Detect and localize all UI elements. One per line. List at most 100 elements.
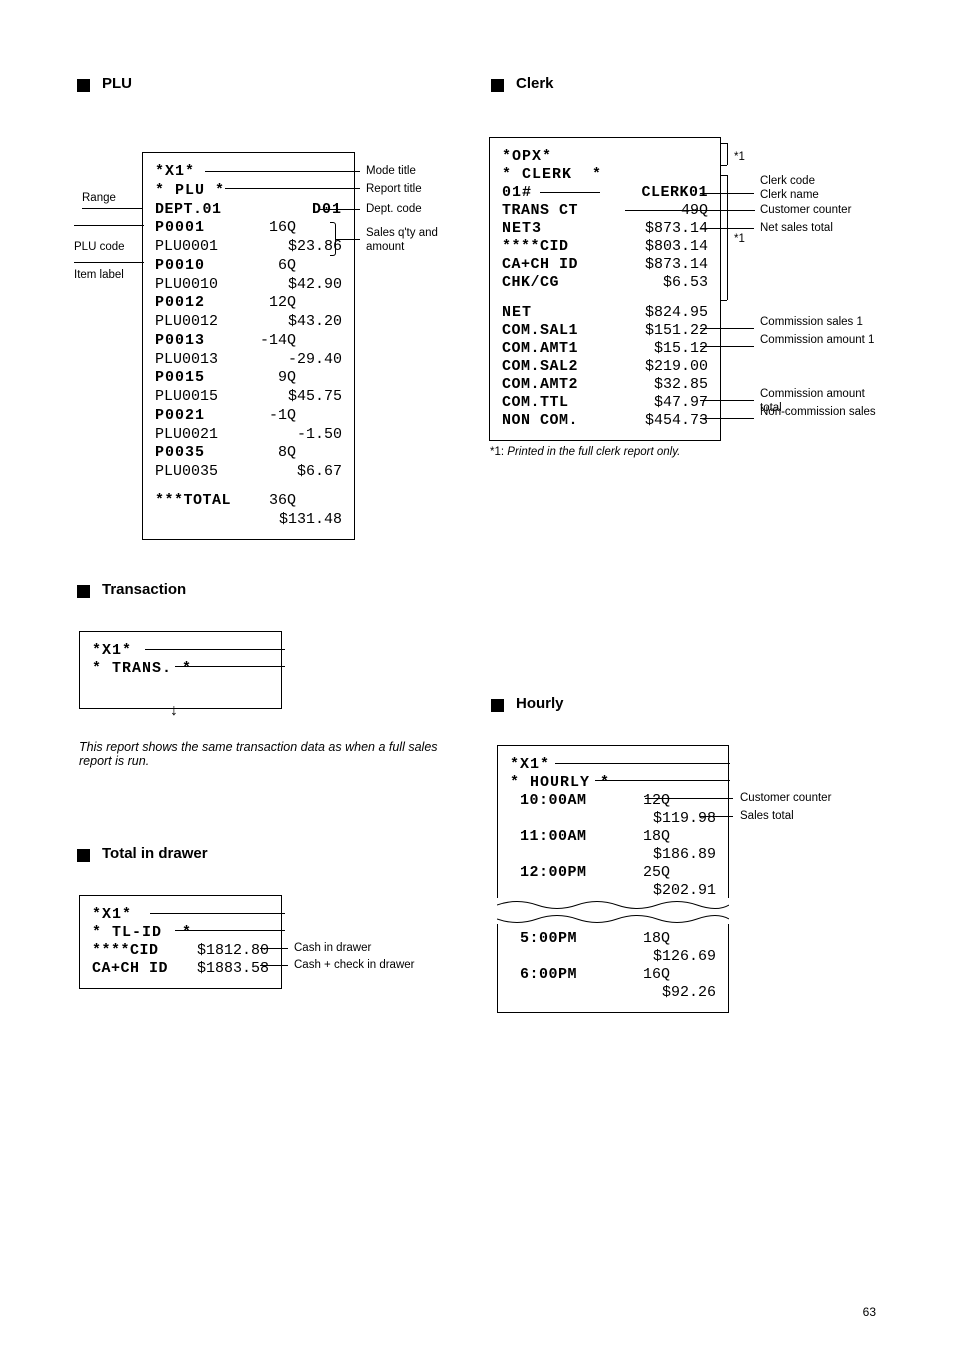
- hourly-amt: $119.98: [653, 810, 716, 828]
- callout-sales-total: Sales total: [740, 809, 794, 823]
- hourly-time: 10:00AM: [510, 792, 587, 810]
- plu-total-amt: $131.48: [279, 511, 342, 530]
- section-marker-clerk: [491, 76, 510, 93]
- section-title-plu: PLU: [102, 75, 132, 92]
- tlid-mode: *X1*: [92, 906, 132, 924]
- clerk-row-label: NET: [502, 304, 532, 322]
- hourly-mode: *X1*: [510, 756, 550, 774]
- clerk-row-value: $454.73: [645, 412, 708, 430]
- plu-total-label: ***TOTAL: [155, 492, 231, 511]
- receipt-hourly-bottom: 5:00PM18Q$126.696:00PM16Q$92.26: [497, 924, 729, 1013]
- plu-amt: $43.20: [288, 313, 342, 332]
- tlid-row-label: CA+CH ID: [92, 960, 168, 978]
- clerk-footnote: *1: Printed in the full clerk report onl…: [490, 445, 680, 459]
- clerk-row-value: $32.85: [654, 376, 708, 394]
- plu-name: PLU0010: [155, 276, 218, 295]
- plu-mode: *X1*: [155, 163, 195, 182]
- hourly-title: * HOURLY *: [510, 774, 610, 792]
- clerk-row-value: $873.14: [645, 256, 708, 274]
- callout-dept-code: Dept. code: [366, 202, 422, 216]
- clerk-row-value: $47.97: [654, 394, 708, 412]
- clerk-mode: *OPX*: [502, 148, 552, 166]
- plu-qty: 12Q: [269, 294, 342, 313]
- plu-code: P0035: [155, 444, 205, 463]
- clerk-asterisk-2: *1: [734, 232, 745, 246]
- clerk-row-label: CHK/CG: [502, 274, 559, 292]
- clerk-row-label: COM.SAL2: [502, 358, 578, 376]
- receipt-trans: *X1* * TRANS. *: [79, 631, 282, 709]
- tlid-title: * TL-ID *: [92, 924, 192, 942]
- trans-title: * TRANS. *: [92, 660, 192, 678]
- plu-name: PLU0035: [155, 463, 218, 482]
- hourly-qty: 18Q: [643, 828, 716, 846]
- footnote-text: Printed in the full clerk report only.: [507, 446, 680, 458]
- section-title-clerk: Clerk: [516, 75, 554, 92]
- plu-qty: 6Q: [278, 257, 342, 276]
- tlid-row-value: $1812.80: [197, 942, 269, 960]
- plu-qty: -14Q: [260, 332, 342, 351]
- clerk-row-value: $6.53: [663, 274, 708, 292]
- receipt-hourly-top: *X1* * HOURLY * 10:00AM12Q$119.9811:00AM…: [497, 745, 729, 914]
- plu-amt: $42.90: [288, 276, 342, 295]
- callout-mode-title: Mode title: [366, 164, 416, 178]
- clerk-row-value: $15.12: [654, 340, 708, 358]
- callout-customer-counter-clerk: Customer counter: [760, 203, 870, 217]
- trans-mode: *X1*: [92, 642, 132, 660]
- footnote-marker: *1:: [490, 446, 504, 458]
- section-title-hourly: Hourly: [516, 695, 564, 712]
- plu-total-qty: 36Q: [269, 492, 342, 511]
- callout-range: Range: [82, 191, 116, 205]
- clerk-row-value: 49Q: [681, 202, 708, 220]
- section-title-tlid: Total in drawer: [102, 845, 208, 862]
- plu-qty: 9Q: [278, 369, 342, 388]
- plu-amt: $45.75: [288, 388, 342, 407]
- callout-customer-counter-hourly: Customer counter: [740, 791, 860, 805]
- hourly-qty: 16Q: [643, 966, 716, 984]
- plu-amt: -29.40: [288, 351, 342, 370]
- callout-cash-check-in-drawer: Cash + check in drawer: [294, 958, 454, 972]
- clerk-row-label: COM.AMT1: [502, 340, 578, 358]
- section-marker-plu: [77, 76, 96, 93]
- clerk-row-value: $151.22: [645, 322, 708, 340]
- plu-name: PLU0001: [155, 238, 218, 257]
- clerk-row-label: NET3: [502, 220, 542, 238]
- hourly-qty: 25Q: [643, 864, 716, 882]
- plu-code: P0012: [155, 294, 205, 313]
- clerk-title: * CLERK *: [502, 166, 602, 184]
- callout-non-commission-sales: Non-commission sales: [760, 405, 880, 419]
- page-number: 63: [863, 1305, 876, 1319]
- clerk-row-label: COM.SAL1: [502, 322, 578, 340]
- clerk-row-label: NON COM.: [502, 412, 578, 430]
- section-marker-hourly: [491, 696, 510, 713]
- clerk-asterisk-1: *1: [734, 150, 745, 164]
- clerk-row-value: $824.95: [645, 304, 708, 322]
- plu-code: P0001: [155, 219, 205, 238]
- plu-code: P0015: [155, 369, 205, 388]
- plu-qty: 8Q: [278, 444, 342, 463]
- section-title-trans: Transaction: [102, 581, 186, 598]
- clerk-name: CLERK01: [641, 184, 708, 202]
- callout-report-title: Report title: [366, 182, 422, 196]
- plu-name: PLU0021: [155, 426, 218, 445]
- plu-name: PLU0015: [155, 388, 218, 407]
- clerk-row-value: $803.14: [645, 238, 708, 256]
- plu-code: P0021: [155, 407, 205, 426]
- hourly-time: 11:00AM: [510, 828, 587, 846]
- callout-commission-amount1: Commission amount 1: [760, 333, 880, 347]
- tlid-row-value: $1883.58: [197, 960, 269, 978]
- hourly-time: 6:00PM: [510, 966, 577, 984]
- callout-sales-qty-amt: Sales q'ty and amount: [366, 226, 456, 255]
- callout-net-sales-total: Net sales total: [760, 221, 870, 235]
- receipt-plu: *X1* * PLU * DEPT.01 D01 P000116QPLU0001…: [142, 152, 355, 540]
- clerk-code-label: 01#: [502, 184, 532, 202]
- hourly-amt: $126.69: [653, 948, 716, 966]
- plu-code: P0013: [155, 332, 205, 351]
- section-marker-trans: [77, 582, 96, 599]
- plu-amt: -1.50: [297, 426, 342, 445]
- tlid-row-label: ****CID: [92, 942, 159, 960]
- hourly-qty: 18Q: [643, 930, 716, 948]
- hourly-time: 5:00PM: [510, 930, 577, 948]
- receipt-clerk: *OPX* * CLERK * 01# CLERK01 TRANS CT 49Q N…: [489, 137, 721, 441]
- clerk-row-label: TRANS CT: [502, 202, 578, 220]
- callout-cash-in-drawer: Cash in drawer: [294, 941, 371, 955]
